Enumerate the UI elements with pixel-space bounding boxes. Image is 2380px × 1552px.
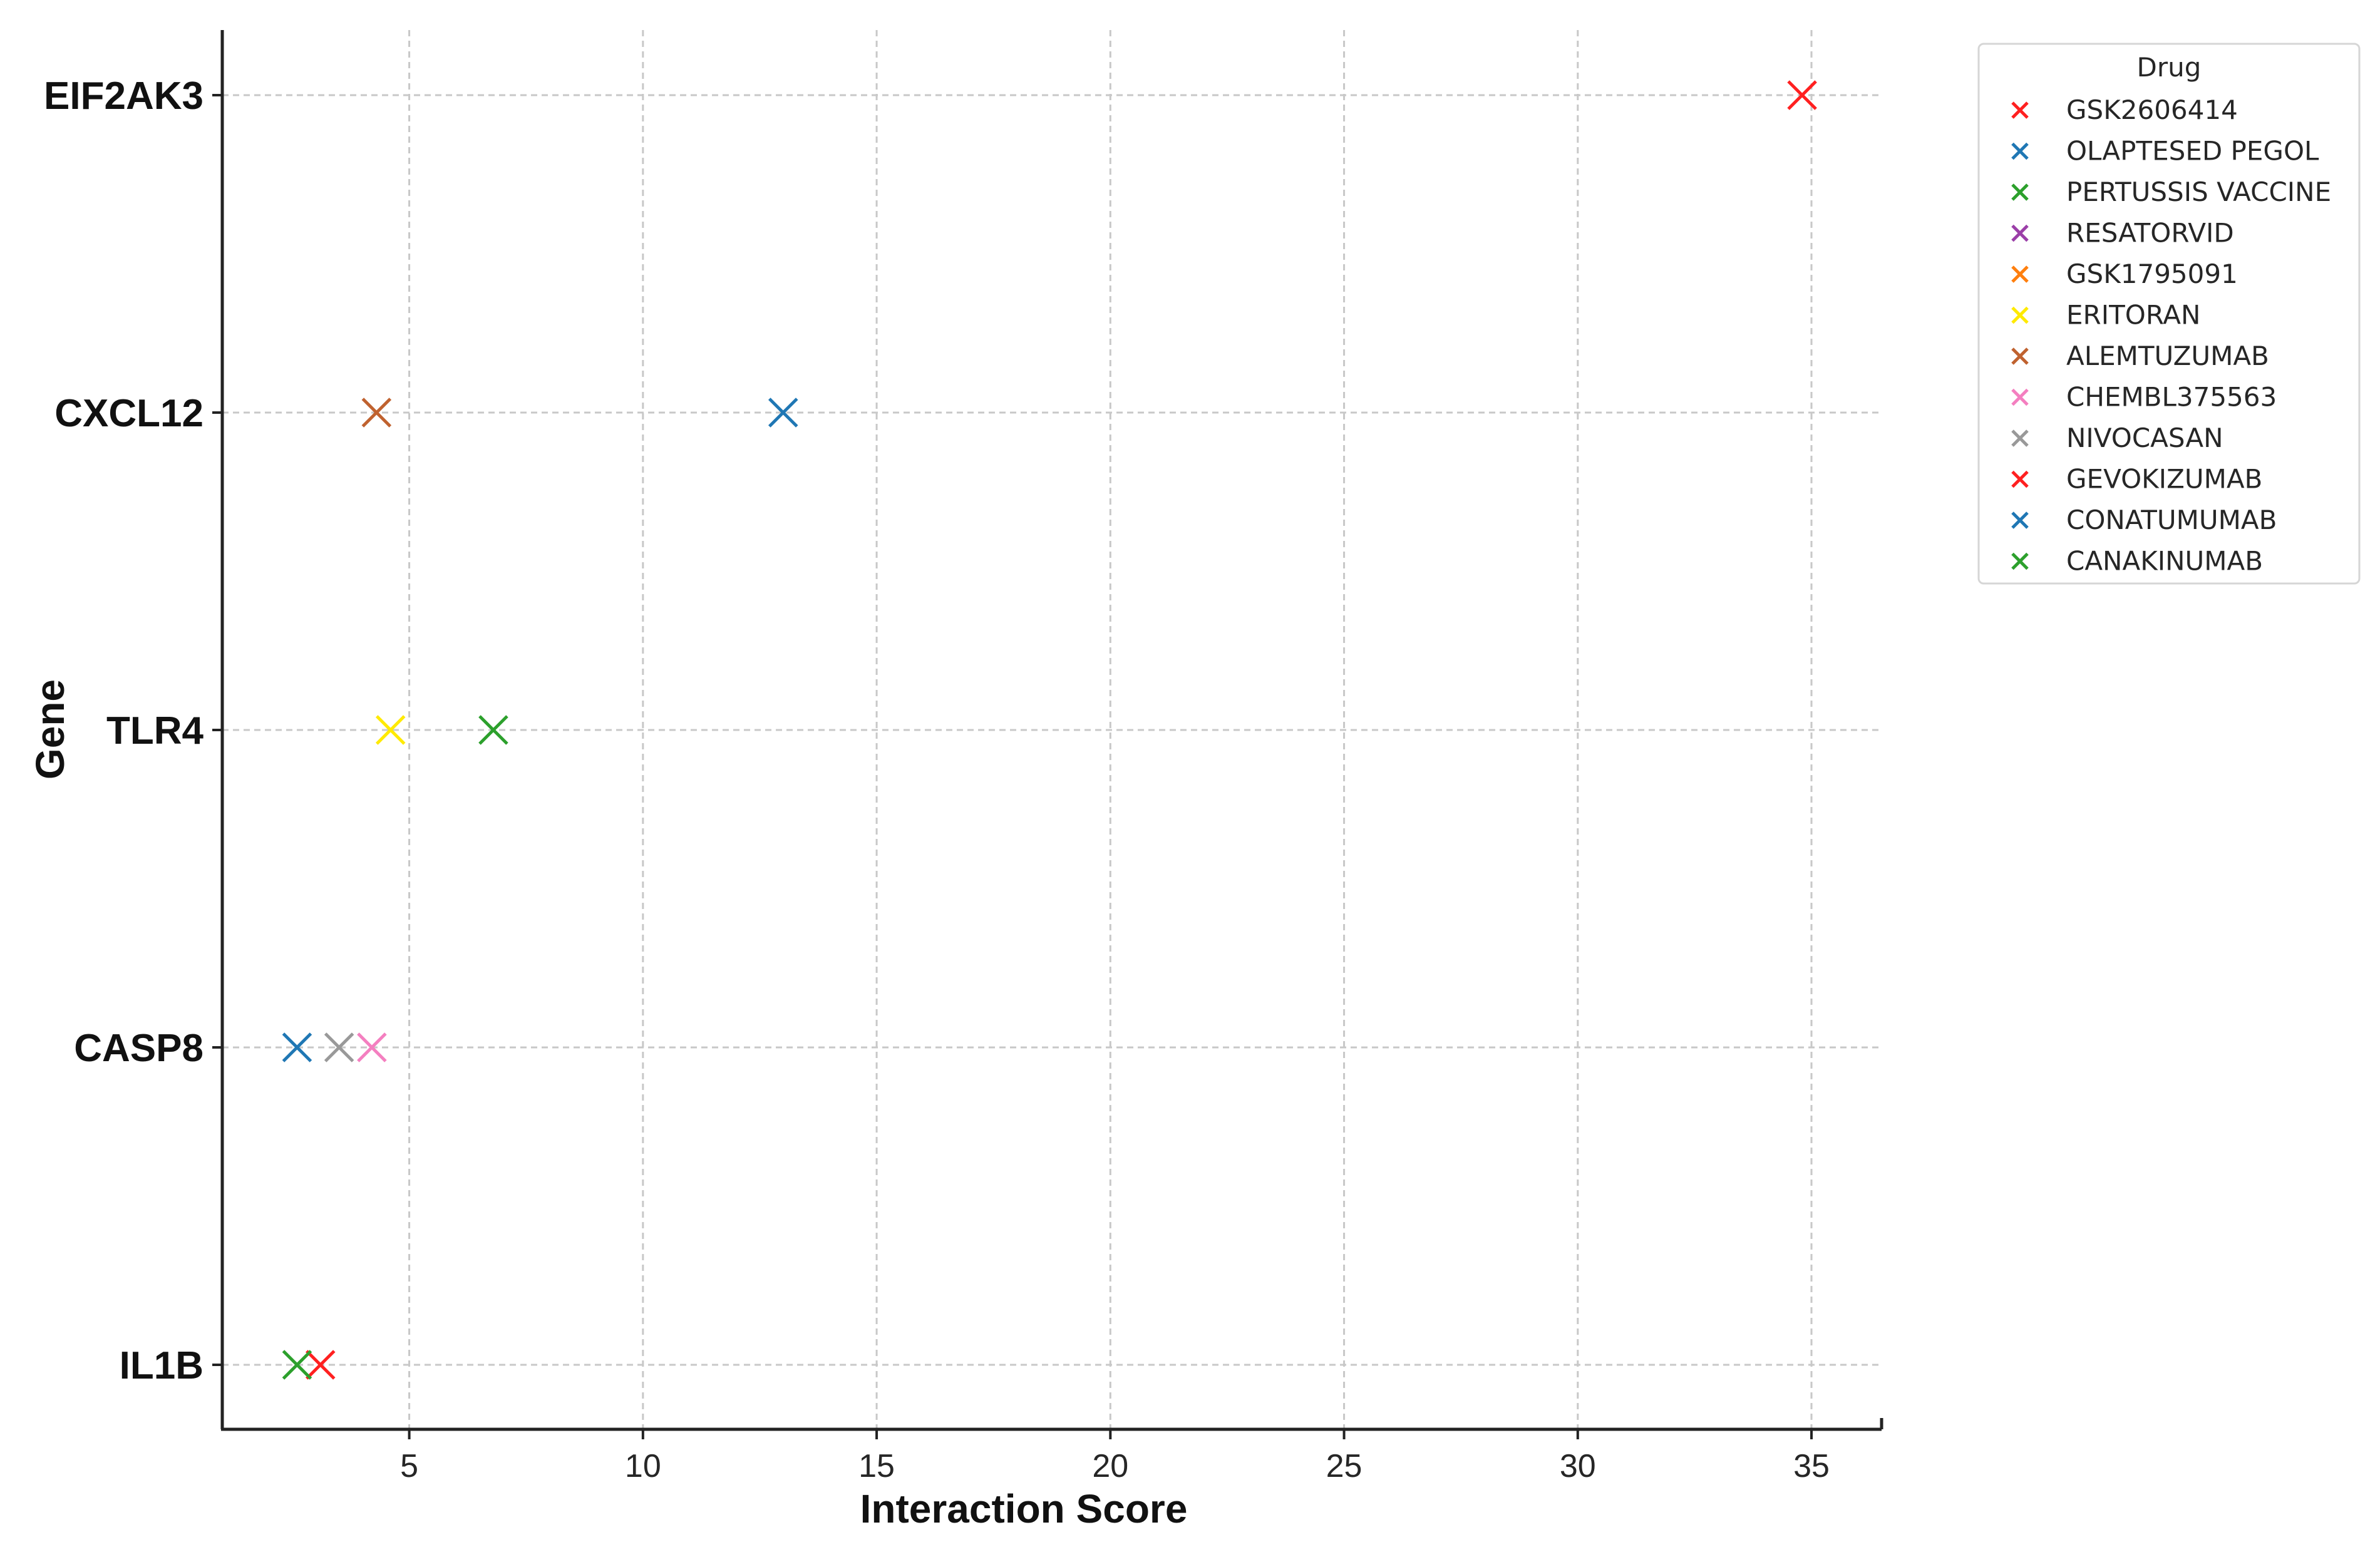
legend-item: PERTUSSIS VACCINE xyxy=(2011,177,2331,207)
legend-marker xyxy=(2011,224,2029,242)
x-axis-title: Interaction Score xyxy=(860,1486,1188,1531)
legend-label: PERTUSSIS VACCINE xyxy=(2066,177,2331,207)
legend-item: GSK1795091 xyxy=(2011,259,2238,289)
legend-marker xyxy=(2011,429,2029,447)
legend-label: GEVOKIZUMAB xyxy=(2066,464,2262,495)
legend-marker xyxy=(2011,265,2029,283)
data-point xyxy=(305,1350,336,1380)
legend-label: NIVOCASAN xyxy=(2066,423,2223,453)
y-axis-title: Gene xyxy=(28,679,73,779)
legend-label: CANAKINUMAB xyxy=(2066,546,2263,577)
legend-marker xyxy=(2011,183,2029,201)
y-tick-label: CXCL12 xyxy=(54,392,203,435)
data-point xyxy=(357,1032,387,1062)
legend-item: GEVOKIZUMAB xyxy=(2011,464,2262,495)
legend-item: ALEMTUZUMAB xyxy=(2011,341,2269,371)
data-point xyxy=(478,715,508,745)
legend-marker xyxy=(2011,306,2029,324)
data-point xyxy=(1787,80,1817,110)
legend: Drug GSK2606414 OLAPTESED PEGOL PERTUSSIS … xyxy=(1977,43,2361,585)
data-point xyxy=(768,398,798,428)
legend-marker xyxy=(2011,552,2029,570)
x-tick-label: 30 xyxy=(1560,1448,1596,1484)
legend-label: ALEMTUZUMAB xyxy=(2066,341,2269,371)
legend-label: GSK2606414 xyxy=(2066,95,2238,125)
data-point xyxy=(324,1032,354,1062)
x-tick-label: 25 xyxy=(1326,1448,1363,1484)
legend-frame xyxy=(1977,43,2361,585)
x-tick-label: 10 xyxy=(625,1448,661,1484)
legend-item: NIVOCASAN xyxy=(2011,423,2223,453)
legend-label: CHEMBL375563 xyxy=(2066,382,2277,413)
legend-item: OLAPTESED PEGOL xyxy=(2011,136,2319,167)
legend-marker xyxy=(2011,101,2029,119)
y-tick-label: CASP8 xyxy=(74,1027,203,1070)
x-tick-label: 5 xyxy=(400,1448,418,1484)
x-tick-label: 15 xyxy=(858,1448,895,1484)
legend-title: Drug xyxy=(2137,52,2202,83)
legend-marker xyxy=(2011,142,2029,160)
legend-marker xyxy=(2011,511,2029,529)
tick-labels: 5 10 15 20 25 30 35 EIF2AK3 CXCL12 TLR4 CASP8 IL1B xyxy=(44,75,1830,1484)
legend-items: GSK2606414 OLAPTESED PEGOL PERTUSSIS VACCI… xyxy=(2011,95,2331,577)
legend-item: CONATUMUMAB xyxy=(2011,505,2277,535)
y-tick-label: TLR4 xyxy=(106,709,204,753)
data-point xyxy=(375,715,406,745)
y-tick-label: IL1B xyxy=(120,1344,203,1387)
legend-label: CONATUMUMAB xyxy=(2066,505,2277,535)
legend-item: ERITORAN xyxy=(2011,300,2200,331)
legend-item: GSK2606414 xyxy=(2011,95,2238,125)
grid-lines xyxy=(222,30,1882,1429)
y-tick-label: EIF2AK3 xyxy=(44,75,203,118)
legend-label: RESATORVID xyxy=(2066,218,2234,249)
legend-item: CHEMBL375563 xyxy=(2011,382,2277,413)
data-point xyxy=(361,398,392,428)
legend-item: RESATORVID xyxy=(2011,218,2234,249)
legend-marker xyxy=(2011,347,2029,365)
legend-item: CANAKINUMAB xyxy=(2011,546,2263,577)
data-markers xyxy=(282,80,1817,1380)
legend-label: OLAPTESED PEGOL xyxy=(2066,136,2319,167)
legend-label: ERITORAN xyxy=(2066,300,2200,331)
data-point xyxy=(282,1350,312,1380)
data-point xyxy=(282,1032,312,1062)
legend-marker xyxy=(2011,388,2029,406)
legend-label: GSK1795091 xyxy=(2066,259,2238,289)
legend-marker xyxy=(2011,470,2029,488)
x-tick-label: 20 xyxy=(1092,1448,1128,1484)
x-tick-label: 35 xyxy=(1793,1448,1830,1484)
